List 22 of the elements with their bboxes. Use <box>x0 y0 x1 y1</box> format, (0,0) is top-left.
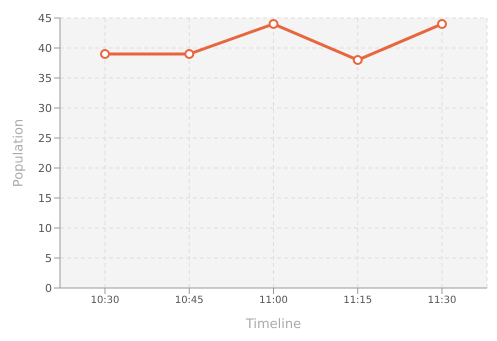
y-tick-label: 15 <box>38 192 52 205</box>
point <box>437 19 447 29</box>
y-tick-label: 10 <box>38 222 52 235</box>
point <box>184 49 194 59</box>
x-tick-label: 10:45 <box>174 295 204 306</box>
y-tick-label: 45 <box>38 12 52 25</box>
x-tick-label: 11:00 <box>259 295 288 306</box>
point <box>268 19 278 29</box>
x-tick-label: 11:30 <box>428 295 456 306</box>
point <box>100 49 110 59</box>
y-tick-label: 30 <box>38 102 52 115</box>
y-tick-label: 35 <box>38 72 52 85</box>
y-tick-label: 20 <box>38 162 52 175</box>
y-tick-label: 5 <box>45 252 52 265</box>
point <box>352 55 363 65</box>
y-tick-label: 0 <box>45 282 52 295</box>
y-tick-label: 25 <box>38 132 52 145</box>
y-tick-label: 40 <box>38 42 52 55</box>
x-tick-label: 10:30 <box>90 295 120 306</box>
x-tick-label: 11:15 <box>343 295 372 306</box>
x-axis-title: Timeline <box>244 317 302 332</box>
y-axis-title: Population <box>12 118 27 188</box>
